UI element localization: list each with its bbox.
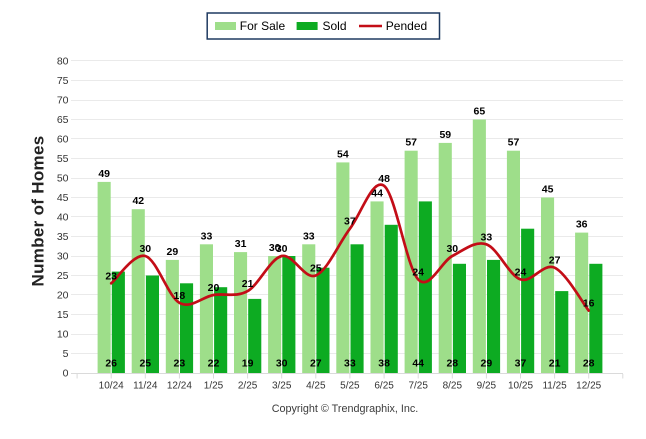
svg-text:40: 40: [57, 212, 69, 224]
svg-text:65: 65: [474, 106, 486, 118]
svg-text:11/25: 11/25: [542, 380, 567, 391]
svg-text:8/25: 8/25: [443, 380, 463, 391]
svg-text:25: 25: [310, 263, 322, 275]
svg-text:0: 0: [63, 368, 69, 380]
svg-text:Sold: Sold: [323, 19, 347, 33]
svg-text:59: 59: [439, 129, 451, 141]
svg-text:28: 28: [446, 358, 458, 370]
svg-text:30: 30: [139, 243, 151, 255]
svg-text:37: 37: [515, 358, 527, 370]
svg-text:28: 28: [583, 358, 595, 370]
svg-text:Copyright © Trendgraphix, Inc.: Copyright © Trendgraphix, Inc.: [272, 403, 419, 415]
svg-text:12/24: 12/24: [167, 380, 192, 391]
svg-text:42: 42: [132, 195, 144, 207]
svg-text:29: 29: [481, 358, 493, 370]
svg-text:57: 57: [405, 137, 417, 149]
svg-text:70: 70: [57, 95, 69, 107]
svg-text:30: 30: [446, 243, 458, 255]
svg-text:9/25: 9/25: [477, 380, 497, 391]
svg-text:80: 80: [57, 56, 69, 68]
svg-text:54: 54: [337, 148, 349, 160]
svg-text:7/25: 7/25: [408, 380, 428, 391]
svg-text:20: 20: [208, 282, 220, 294]
svg-text:55: 55: [57, 153, 69, 165]
svg-text:5: 5: [63, 348, 69, 360]
svg-text:24: 24: [412, 266, 424, 278]
svg-text:33: 33: [344, 358, 356, 370]
svg-text:26: 26: [105, 358, 117, 370]
svg-text:12/25: 12/25: [576, 380, 601, 391]
svg-text:23: 23: [174, 358, 186, 370]
svg-text:30: 30: [57, 251, 69, 263]
svg-text:30: 30: [269, 242, 281, 254]
svg-text:23: 23: [105, 270, 117, 282]
svg-text:37: 37: [344, 216, 356, 228]
svg-text:16: 16: [583, 298, 595, 310]
svg-text:44: 44: [412, 358, 424, 370]
svg-text:3/25: 3/25: [272, 380, 292, 391]
svg-text:50: 50: [57, 173, 69, 185]
svg-text:48: 48: [378, 173, 390, 185]
svg-text:24: 24: [515, 266, 527, 278]
svg-text:20: 20: [57, 290, 69, 302]
svg-text:35: 35: [57, 231, 69, 243]
svg-text:60: 60: [57, 134, 69, 146]
svg-text:57: 57: [508, 137, 520, 149]
svg-text:1/25: 1/25: [204, 380, 224, 391]
svg-text:25: 25: [57, 270, 69, 282]
svg-text:6/25: 6/25: [374, 380, 394, 391]
svg-text:33: 33: [481, 231, 493, 243]
svg-text:21: 21: [549, 358, 561, 370]
svg-text:30: 30: [276, 358, 288, 370]
svg-text:15: 15: [57, 309, 69, 321]
svg-text:75: 75: [57, 75, 69, 87]
svg-text:Pended: Pended: [386, 19, 427, 33]
svg-text:31: 31: [235, 238, 247, 250]
svg-text:45: 45: [542, 184, 554, 196]
svg-text:10/25: 10/25: [508, 380, 533, 391]
svg-text:27: 27: [310, 358, 322, 370]
svg-text:5/25: 5/25: [340, 380, 360, 391]
svg-text:11/24: 11/24: [133, 380, 158, 391]
svg-text:4/25: 4/25: [306, 380, 326, 391]
svg-text:25: 25: [139, 358, 151, 370]
svg-text:36: 36: [576, 219, 588, 231]
svg-text:45: 45: [57, 192, 69, 204]
svg-text:33: 33: [201, 230, 213, 242]
svg-text:For Sale: For Sale: [240, 19, 286, 33]
svg-text:22: 22: [208, 358, 220, 370]
svg-text:2/25: 2/25: [238, 380, 258, 391]
svg-text:Number of Homes: Number of Homes: [29, 136, 48, 287]
svg-text:29: 29: [167, 246, 179, 258]
svg-text:49: 49: [98, 168, 110, 180]
svg-text:65: 65: [57, 114, 69, 126]
svg-text:19: 19: [242, 358, 254, 370]
svg-text:44: 44: [371, 187, 383, 199]
svg-text:10: 10: [57, 329, 69, 341]
svg-text:33: 33: [303, 230, 315, 242]
svg-text:18: 18: [174, 290, 186, 302]
svg-text:30: 30: [276, 243, 288, 255]
svg-text:21: 21: [242, 278, 254, 290]
svg-text:38: 38: [378, 358, 390, 370]
svg-text:27: 27: [549, 255, 561, 267]
svg-text:10/24: 10/24: [99, 380, 124, 391]
